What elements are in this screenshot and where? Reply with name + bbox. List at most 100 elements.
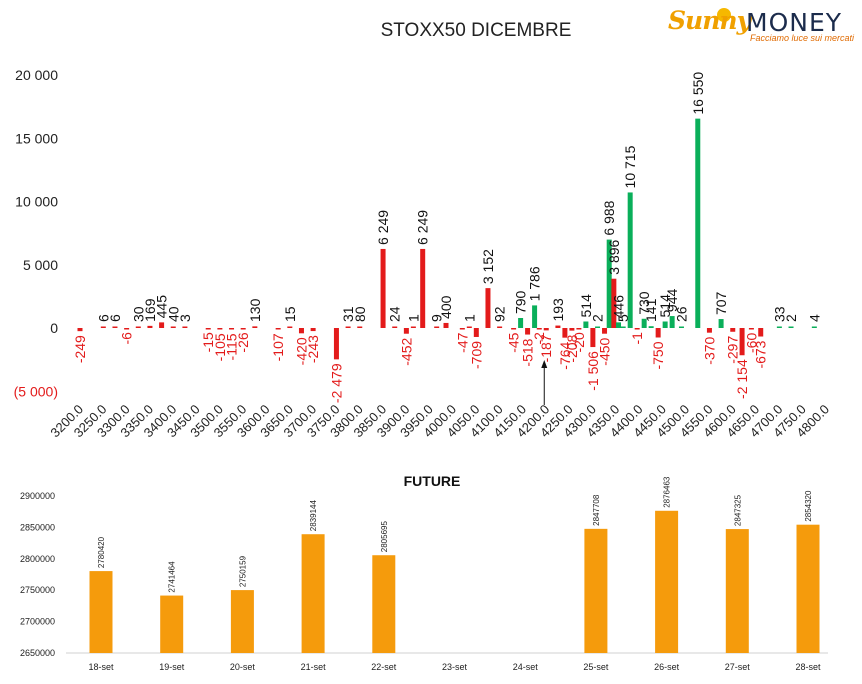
data-label: 6 249 (375, 210, 391, 245)
bar (466, 326, 472, 328)
bar (112, 326, 118, 328)
bar (584, 528, 608, 653)
bar (730, 328, 736, 332)
bar (511, 328, 517, 330)
data-label: -750 (650, 341, 666, 369)
bar (811, 326, 817, 328)
data-label: 1 786 (527, 266, 543, 301)
bar (776, 326, 782, 328)
bar (562, 328, 568, 338)
data-label: -187 (538, 334, 554, 362)
bar (298, 328, 304, 334)
bar (497, 326, 503, 328)
data-label: 2876463 (663, 476, 672, 508)
data-label: -709 (468, 341, 484, 369)
data-label: 2805695 (380, 521, 389, 553)
data-label: -452 (398, 338, 414, 366)
data-label: -105 (212, 333, 228, 361)
y-tick-label: 15 000 (15, 130, 58, 146)
bar (357, 326, 363, 328)
data-label: -6 (119, 332, 135, 345)
bar (159, 322, 165, 328)
bar (230, 590, 254, 653)
bar (662, 321, 668, 328)
bar (739, 328, 745, 356)
data-label: 9 (429, 314, 445, 322)
data-label: 16 550 (690, 72, 706, 115)
data-label: -450 (597, 337, 613, 365)
bar (147, 325, 153, 328)
data-label: 2741464 (168, 561, 177, 593)
bar (788, 326, 794, 328)
data-label: 6 (95, 314, 111, 322)
data-label: 1 (461, 314, 477, 322)
data-label: 6 (107, 314, 123, 322)
data-label: -1 (629, 332, 645, 345)
bar (205, 328, 211, 330)
bar (333, 328, 339, 360)
data-label: 2 (783, 314, 799, 322)
bar (758, 328, 764, 337)
bar (536, 328, 542, 330)
data-label: -297 (725, 336, 741, 364)
bar (576, 328, 582, 330)
data-label: 40 (165, 306, 181, 322)
bar (669, 316, 675, 328)
bar (124, 328, 130, 330)
data-label: 141 (643, 298, 659, 322)
data-label: 193 (550, 298, 566, 322)
data-label: -249 (72, 335, 88, 363)
bar (229, 328, 235, 330)
bar (620, 326, 626, 328)
bar (725, 529, 749, 653)
x-tick-label: 21-set (301, 662, 327, 672)
bar (525, 328, 531, 335)
bar (606, 239, 612, 328)
data-label: -518 (520, 338, 536, 366)
x-tick-label: 18-set (88, 662, 114, 672)
data-label: 3 (177, 314, 193, 322)
data-label: -420 (293, 337, 309, 365)
data-label: -15 (200, 332, 216, 352)
data-label: 2847325 (733, 494, 742, 526)
bar (695, 118, 701, 328)
data-label: -2 154 (734, 359, 750, 399)
bar (718, 319, 724, 328)
bar (310, 328, 316, 332)
bar (372, 555, 396, 653)
data-label: 6 249 (415, 210, 431, 245)
bar (485, 288, 491, 328)
bar (583, 321, 589, 328)
data-label: 15 (282, 306, 298, 322)
y-tick-label: 10 000 (15, 194, 58, 210)
future-chart: FUTURE 2900000 2850000 2800000 2750000 270000… (20, 473, 828, 672)
x-tick-label: 20-set (230, 662, 256, 672)
y-tick-label: 2700000 (20, 617, 55, 627)
bar (170, 326, 176, 328)
data-label: -1 506 (585, 351, 601, 391)
data-label: 92 (492, 306, 508, 322)
logo-tagline: Facciamo luce sui mercati (750, 33, 855, 43)
bar (602, 328, 608, 334)
bar (392, 326, 398, 328)
bar (217, 328, 223, 330)
bar (543, 328, 549, 331)
bar (410, 326, 416, 328)
bar (532, 305, 538, 328)
data-label: 10 715 (622, 145, 638, 188)
data-label: 446 (611, 295, 627, 319)
data-label: -764 (557, 341, 573, 369)
sunny-money-logo: Sunny MONEY Facciamo luce sui mercati (668, 6, 858, 46)
bar (627, 192, 633, 328)
y-tick-label: 2750000 (20, 585, 55, 595)
bar (595, 326, 601, 328)
bar (77, 328, 83, 332)
future-title: FUTURE (404, 473, 461, 489)
data-label: -60 (743, 333, 759, 353)
data-label: 2750159 (238, 555, 247, 587)
bar (403, 328, 409, 334)
bar (380, 248, 386, 328)
data-label: 400 (438, 295, 454, 319)
bar (706, 328, 712, 333)
data-label: 4 (806, 314, 822, 322)
